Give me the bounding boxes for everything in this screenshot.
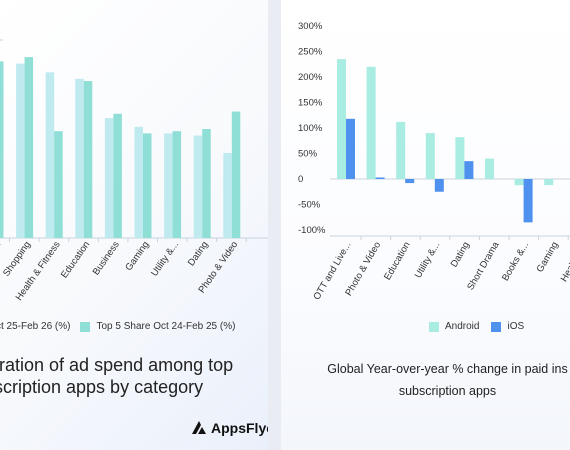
right-y-tick-label: 150% [298,98,323,109]
right-y-tick-label: 300% [298,21,323,32]
left-bar-series-a [223,152,232,238]
right-bar-android [544,179,554,186]
legend-swatch-series-b [80,321,91,332]
left-bar-series-b [172,131,182,238]
right-bar-android [455,137,465,179]
left-bar-series-a [75,78,84,238]
left-x-tick-label: Utility &... [149,239,181,278]
left-legend: ct 25-Feb 26 (%) Top 5 Share Oct 24-Feb … [0,321,235,332]
left-x-tick-label: oks &... [0,239,3,271]
left-bar-series-b [113,113,122,238]
right-x-tick-label: Health &... [559,240,570,284]
left-bar-series-b [143,133,152,238]
right-chart-caption: Global Year-over-year % change in paid i… [325,358,570,402]
right-y-tick-label: 250% [298,47,323,58]
legend-label-android: Android [445,321,480,332]
right-bar-android [514,179,524,186]
right-chart-panel: 300% 250% 200% 150% 100% 50% 0 -50% -100% OTT and… [281,0,570,450]
right-legend: Android iOS [429,321,524,332]
left-bar-series-a [16,63,25,238]
left-bar-series-a [104,118,114,238]
left-x-tick-label: Business [91,239,122,277]
right-y-tick-label: 0 [298,174,303,185]
left-caption-line-2: scription apps by category [0,377,204,397]
left-bar-series-a [134,126,143,238]
legend-label-series-b: Top 5 Share Oct 24-Feb 25 (%) [96,321,236,332]
appsflyer-logo: AppsFlyer [190,419,268,437]
right-bar-ios [346,118,355,179]
right-y-tick-label: 200% [298,72,323,83]
left-bar-series-b [202,129,211,238]
legend-label-ios: iOS [507,321,525,332]
right-x-tick-label: Utility &... [413,240,443,280]
right-bar-chart: 300%250%200%150%100%50%0-50%-100%OTT and… [298,21,570,302]
left-bar-series-a [45,72,55,238]
left-bar-series-a [164,133,173,238]
right-caption-line-1: Global Year-over-year % change in paid i… [327,362,568,376]
left-bar-series-b [83,81,93,238]
left-x-tick-label: Dating [186,239,211,268]
right-y-tick-label: 50% [298,149,318,160]
right-x-tick-label: Dating [449,240,472,269]
right-bar-android [337,59,346,179]
left-x-tick-label: Gaming [123,239,151,273]
right-y-tick-label: -50% [298,200,321,211]
right-bar-ios [523,179,533,223]
left-bar-series-a [193,135,203,238]
left-bar-series-b [231,111,241,238]
right-bar-android [396,121,406,179]
right-bar-ios [464,161,474,179]
right-x-tick-label: Education [382,240,413,282]
right-bar-android [425,133,435,179]
right-x-tick-label: Gaming [535,240,561,274]
right-bar-android [485,158,494,179]
left-chart-caption: tration of ad spend among top scription … [0,354,233,398]
left-bar-series-b [54,131,63,238]
left-x-tick-label: Shopping [1,239,33,278]
left-bar-series-b [0,61,4,238]
left-x-tick-label: Education [59,239,92,280]
legend-swatch-ios [491,321,502,332]
right-bar-ios [405,179,415,184]
legend-swatch-android [429,321,439,332]
left-caption-line-1: tration of ad spend among top [0,355,234,375]
right-y-tick-label: -100% [298,225,326,236]
right-bar-android [366,66,376,179]
legend-label-series-a: ct 25-Feb 26 (%) [0,321,71,332]
right-x-tick-label: Books &... [500,240,531,283]
right-caption-line-2: subscription apps [398,384,497,398]
right-bar-ios [434,179,444,192]
left-bar-series-b [24,57,34,239]
appsflyer-icon [192,421,206,434]
right-bar-ios [375,177,385,179]
right-y-tick-label: 100% [298,123,323,134]
brand-name: AppsFlyer [211,420,268,436]
